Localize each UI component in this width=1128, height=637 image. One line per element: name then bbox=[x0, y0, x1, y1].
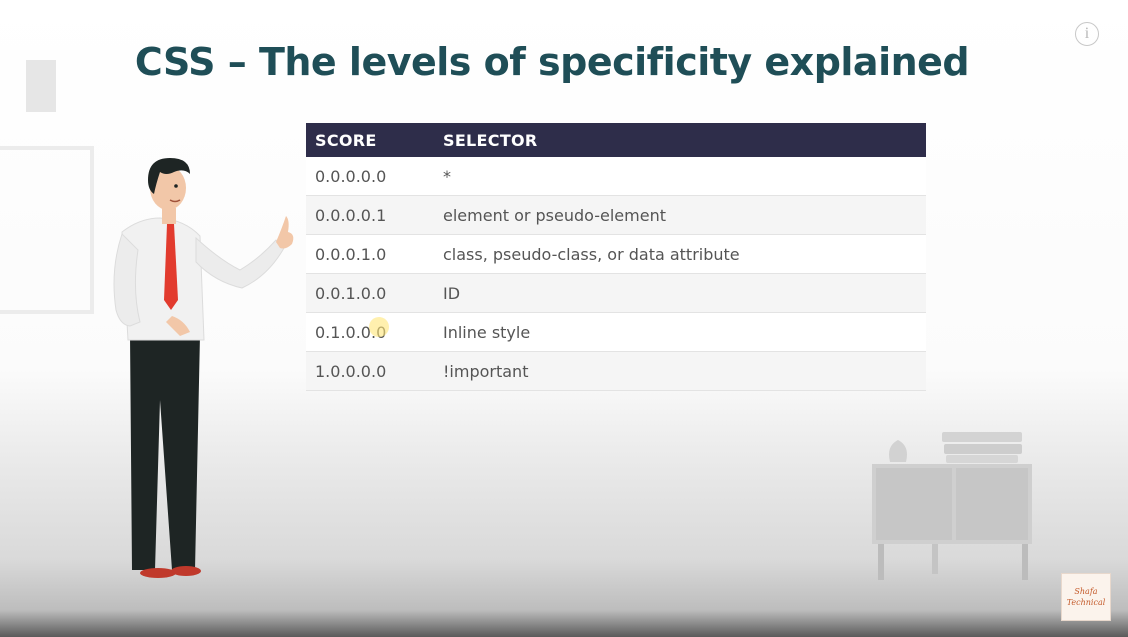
score-cell: 0.0.0.0.0 bbox=[306, 157, 443, 196]
selector-cell: !important bbox=[443, 351, 926, 391]
watermark-line2: Technical bbox=[1066, 598, 1106, 607]
score-cell: 0.0.1.0.0 bbox=[306, 273, 443, 313]
table-row: 1.0.0.0.0 !important bbox=[306, 351, 926, 391]
table-row: 0.0.0.0.0 * bbox=[306, 157, 926, 196]
specificity-table: SCORE SELECTOR 0.0.0.0.0 * 0.0.0.0.1 ele… bbox=[306, 123, 926, 391]
watermark-line1: Shafa bbox=[1074, 587, 1098, 596]
selector-cell: class, pseudo-class, or data attribute bbox=[443, 234, 926, 274]
info-icon[interactable]: i bbox=[1075, 22, 1099, 46]
selector-cell: ID bbox=[443, 273, 926, 313]
wall-frame-illustration bbox=[0, 146, 94, 314]
table-row: 0.0.0.1.0 class, pseudo-class, or data a… bbox=[306, 234, 926, 274]
cabinet-illustration bbox=[872, 432, 1032, 580]
column-header-score: SCORE bbox=[315, 130, 377, 150]
channel-watermark[interactable]: Shafa Technical bbox=[1061, 573, 1111, 621]
table-row: 0.0.1.0.0 ID bbox=[306, 273, 926, 313]
table-row: 0.1.0.0.0 Inline style bbox=[306, 312, 926, 352]
presenter-illustration bbox=[113, 158, 294, 578]
selector-cell: element or pseudo-element bbox=[443, 195, 926, 235]
score-cell: 0.0.0.0.1 bbox=[306, 195, 443, 235]
selector-cell: Inline style bbox=[443, 312, 926, 352]
slide-title: CSS – The levels of specificity explaine… bbox=[134, 40, 970, 84]
table-header-row: SCORE SELECTOR bbox=[306, 123, 926, 157]
wall-frame-picture bbox=[26, 60, 56, 112]
column-header-selector: SELECTOR bbox=[443, 130, 538, 150]
selector-cell: * bbox=[443, 157, 926, 196]
score-cell: 1.0.0.0.0 bbox=[306, 351, 443, 391]
mouse-cursor-icon bbox=[369, 317, 389, 337]
score-cell: 0.0.0.1.0 bbox=[306, 234, 443, 274]
table-row: 0.0.0.0.1 element or pseudo-element bbox=[306, 195, 926, 235]
